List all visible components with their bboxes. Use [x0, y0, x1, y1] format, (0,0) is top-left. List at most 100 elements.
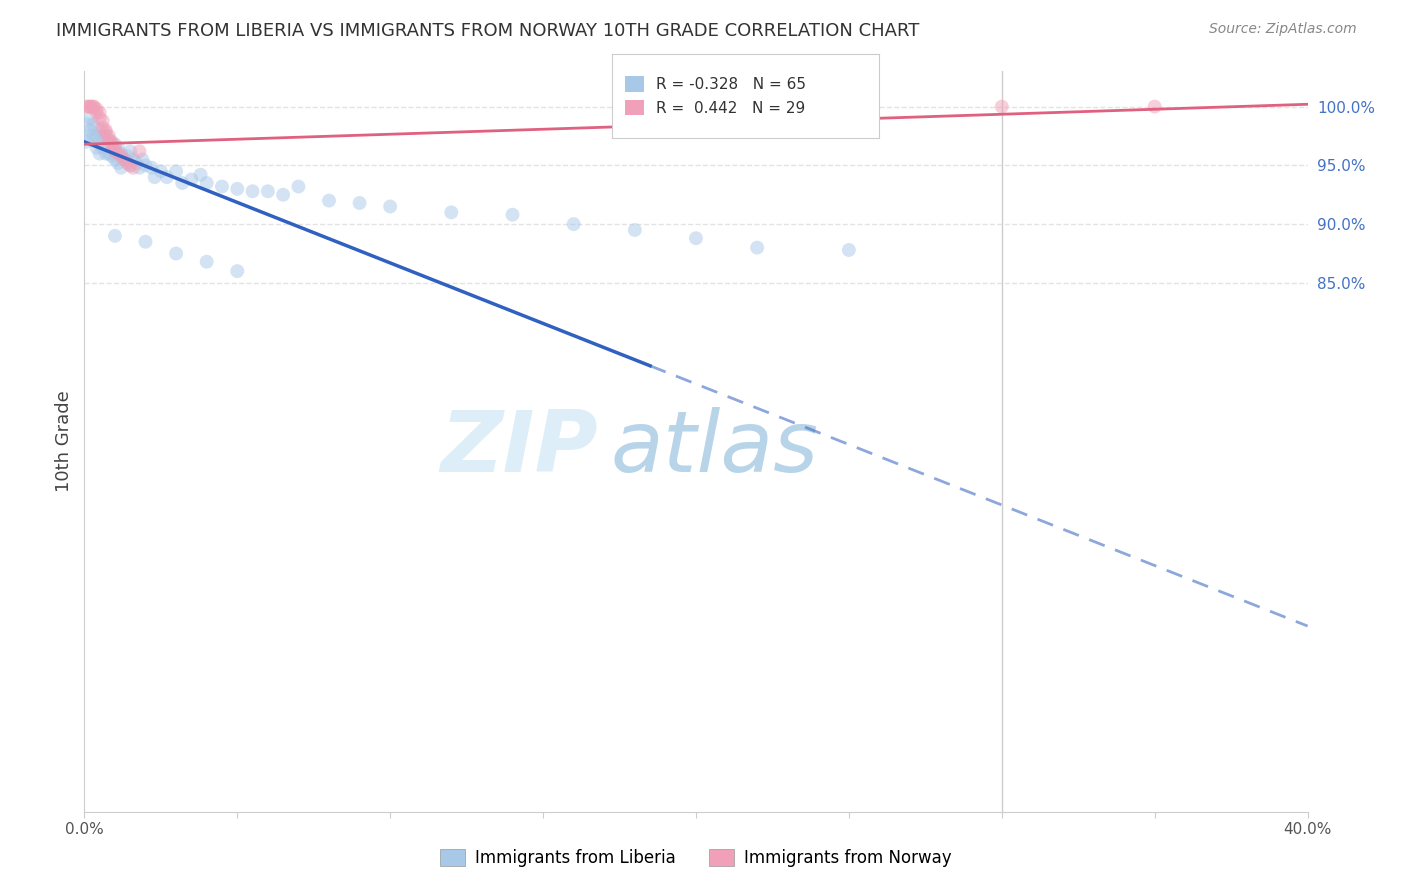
Point	[76, 117, 98, 131]
Point	[107, 146, 129, 161]
Point	[226, 182, 249, 196]
Text: atlas: atlas	[610, 408, 818, 491]
Point	[94, 123, 117, 137]
Point	[211, 179, 233, 194]
Point	[747, 241, 769, 255]
Point	[97, 128, 120, 143]
Point	[195, 254, 218, 268]
Text: IMMIGRANTS FROM LIBERIA VS IMMIGRANTS FROM NORWAY 10TH GRADE CORRELATION CHART: IMMIGRANTS FROM LIBERIA VS IMMIGRANTS FR…	[56, 22, 920, 40]
Point	[91, 141, 114, 155]
Point	[104, 145, 127, 159]
Point	[120, 145, 142, 159]
Point	[1143, 100, 1166, 114]
Point	[502, 208, 524, 222]
Point	[101, 135, 124, 149]
Point	[156, 170, 179, 185]
Point	[685, 231, 707, 245]
Point	[86, 141, 108, 155]
Point	[242, 184, 264, 198]
Point	[107, 141, 129, 155]
Point	[94, 126, 117, 140]
Point	[135, 158, 157, 172]
Point	[83, 100, 105, 114]
Point	[440, 205, 463, 219]
Point	[79, 100, 101, 114]
Point	[76, 100, 98, 114]
Point	[104, 137, 127, 152]
Point	[83, 128, 105, 143]
Point	[165, 246, 187, 260]
Point	[101, 137, 124, 152]
Point	[97, 135, 120, 149]
Point	[318, 194, 340, 208]
Point	[86, 102, 108, 116]
Point	[104, 153, 127, 167]
Point	[122, 153, 145, 167]
Point	[165, 164, 187, 178]
Point	[112, 153, 135, 167]
Point	[271, 187, 294, 202]
Point	[97, 146, 120, 161]
Point	[89, 105, 111, 120]
Legend: Immigrants from Liberia, Immigrants from Norway: Immigrants from Liberia, Immigrants from…	[433, 842, 959, 874]
Point	[380, 200, 402, 214]
Point	[122, 161, 145, 175]
Point	[349, 196, 371, 211]
Point	[101, 137, 124, 152]
Point	[86, 105, 108, 120]
Point	[120, 158, 142, 172]
Text: Source: ZipAtlas.com: Source: ZipAtlas.com	[1209, 22, 1357, 37]
Point	[110, 149, 132, 163]
Point	[75, 135, 97, 149]
Point	[107, 156, 129, 170]
Point	[91, 120, 114, 135]
Point	[128, 161, 150, 175]
Point	[79, 112, 101, 126]
Point	[83, 117, 105, 131]
Point	[131, 153, 153, 167]
Point	[112, 153, 135, 167]
Point	[115, 149, 138, 163]
Point	[149, 164, 172, 178]
Point	[104, 141, 127, 155]
Point	[77, 128, 100, 143]
Point	[91, 113, 114, 128]
Point	[89, 146, 111, 161]
Point	[141, 161, 163, 175]
Point	[195, 176, 218, 190]
Point	[86, 128, 108, 143]
Point	[624, 223, 647, 237]
Point	[128, 145, 150, 159]
Point	[110, 146, 132, 161]
Point	[83, 100, 105, 114]
Point	[991, 100, 1014, 114]
Point	[562, 217, 585, 231]
Point	[79, 123, 101, 137]
Y-axis label: 10th Grade: 10th Grade	[55, 391, 73, 492]
Point	[89, 112, 111, 126]
Point	[76, 100, 98, 114]
Point	[97, 132, 120, 146]
Legend: R = -0.328   N = 65, R =  0.442   N = 29: R = -0.328 N = 65, R = 0.442 N = 29	[619, 70, 813, 122]
Point	[104, 228, 127, 243]
Point	[190, 168, 212, 182]
Point	[287, 179, 309, 194]
Point	[257, 184, 280, 198]
Point	[110, 161, 132, 175]
Point	[143, 170, 166, 185]
Point	[101, 149, 124, 163]
Point	[94, 128, 117, 143]
Point	[79, 100, 101, 114]
Point	[89, 123, 111, 137]
Point	[120, 158, 142, 172]
Point	[135, 235, 157, 249]
Point	[180, 172, 202, 186]
Point	[89, 135, 111, 149]
Text: ZIP: ZIP	[440, 408, 598, 491]
Point	[125, 156, 148, 170]
Point	[172, 176, 194, 190]
Point	[226, 264, 249, 278]
Point	[115, 156, 138, 170]
Point	[91, 128, 114, 143]
Point	[838, 243, 860, 257]
